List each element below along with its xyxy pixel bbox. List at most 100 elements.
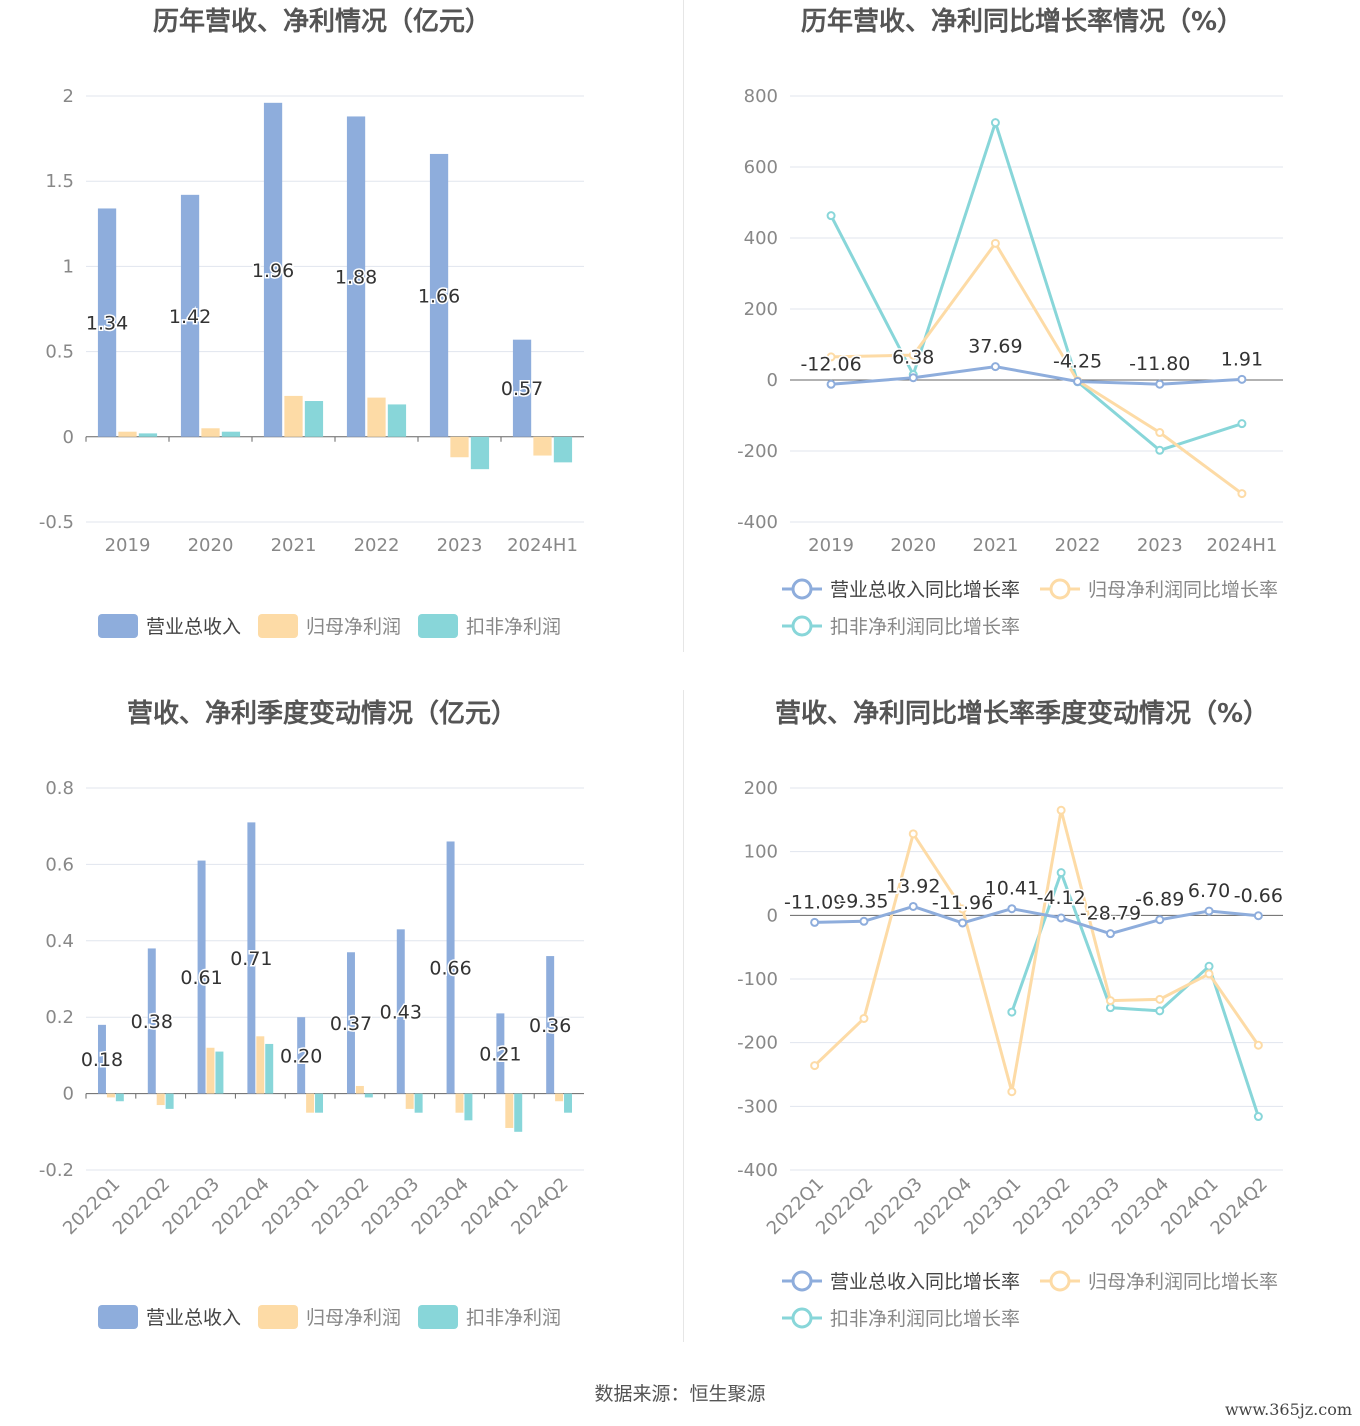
series-line-revenue-growth <box>830 365 1243 386</box>
legend: 营业总收入 归母净利润 扣非净利润 <box>98 1305 561 1329</box>
bar-revenue <box>263 102 283 437</box>
bar-parent-net-profit <box>555 1093 564 1102</box>
legend-swatch <box>418 1305 458 1329</box>
bar-deducted-net-profit <box>221 431 241 437</box>
data-label: 1.34 <box>86 313 128 335</box>
data-label: 6.70 <box>1188 880 1230 902</box>
bar-revenue <box>396 929 405 1094</box>
chart-2: 历年营收、净利同比增长率情况（%） 800 600 400 200 0 -200 -400 20… <box>737 6 1283 638</box>
data-label: -12.06 <box>800 353 861 375</box>
bar-deducted-net-profit <box>553 436 573 463</box>
data-label: 37.69 <box>968 336 1022 358</box>
data-label: 0.38 <box>131 1011 173 1033</box>
data-label: -0.66 <box>1234 885 1283 907</box>
x-tick-label: 2019 <box>105 535 151 556</box>
y-tick-label: 200 <box>744 299 778 320</box>
data-point <box>1056 868 1066 878</box>
data-point <box>1253 1112 1263 1122</box>
data-label: 0.20 <box>280 1045 322 1067</box>
data-point <box>826 211 836 221</box>
x-tick-label: 2024H1 <box>507 535 578 556</box>
data-label: 0.21 <box>479 1043 521 1065</box>
bar-deducted-net-profit <box>165 1093 174 1109</box>
y-tick-label: 100 <box>744 842 778 863</box>
y-tick-label: 2 <box>63 86 74 107</box>
data-label: 13.92 <box>886 875 940 897</box>
y-tick-label: -400 <box>737 512 778 533</box>
data-point <box>810 917 820 927</box>
data-point <box>1073 377 1083 387</box>
legend-label: 归母净利润 <box>306 1307 401 1329</box>
bar-deducted-net-profit <box>464 1093 473 1121</box>
bar-parent-net-profit <box>156 1093 165 1106</box>
x-tick-label: 2022 <box>354 535 400 556</box>
data-point <box>958 918 968 928</box>
y-tick-label: 0.5 <box>45 342 74 363</box>
data-label: -4.12 <box>1037 887 1086 909</box>
bar-revenue <box>346 952 355 1094</box>
data-point <box>826 352 836 362</box>
data-point <box>1007 1007 1017 1017</box>
bar-revenue <box>197 860 206 1094</box>
bar-revenue <box>247 822 256 1094</box>
bar-deducted-net-profit <box>304 401 324 437</box>
data-point <box>990 238 1000 248</box>
legend: 营业总收入 归母净利润 扣非净利润 <box>98 614 561 638</box>
data-label: -11.96 <box>932 892 993 914</box>
bar-deducted-net-profit <box>564 1093 573 1113</box>
x-tick-label: 2023 <box>437 535 483 556</box>
bar-parent-net-profit <box>118 431 137 437</box>
data-label: 1.88 <box>335 267 377 289</box>
bar-revenue <box>546 956 555 1094</box>
legend-swatch <box>258 1305 298 1329</box>
y-tick-label: 0 <box>63 1084 74 1105</box>
data-label: 0.43 <box>380 1001 422 1023</box>
data-point <box>908 829 918 839</box>
legend-label: 归母净利润同比增长率 <box>1088 1271 1278 1293</box>
legend-label: 扣非净利润 <box>466 1307 561 1329</box>
y-tick-label: 1 <box>63 256 74 277</box>
y-tick-label: -100 <box>737 969 778 990</box>
legend-label: 营业总收入 <box>146 616 241 638</box>
series-line-deducted-profit-growth <box>1010 868 1260 1117</box>
bar-parent-net-profit <box>533 436 552 456</box>
bar-revenue <box>97 208 117 437</box>
vertical-divider-top <box>683 0 684 652</box>
y-tick-label: 400 <box>744 228 778 249</box>
data-label: -6.89 <box>1135 889 1184 911</box>
bar-deducted-net-profit <box>514 1093 523 1132</box>
x-tick-label: 2022 <box>1055 535 1101 556</box>
data-point <box>1237 419 1247 429</box>
data-point <box>859 1013 869 1023</box>
data-point <box>1155 428 1165 438</box>
bar-revenue <box>297 1017 306 1094</box>
bar-revenue <box>147 948 156 1094</box>
vertical-divider-bottom <box>683 690 684 1342</box>
bar-deducted-net-profit <box>215 1051 224 1094</box>
chart-title: 营收、净利季度变动情况（亿元） <box>127 698 517 729</box>
bar-parent-net-profit <box>256 1036 265 1094</box>
chart-1: 历年营收、净利情况（亿元） 2 1.5 1 0.5 0 -0.5 2019 2020 2021 20… <box>39 6 584 638</box>
data-label: 0.36 <box>529 1015 571 1037</box>
x-tick-label: 2021 <box>973 535 1019 556</box>
chart-4: 营收、净利同比增长率季度变动情况（%） 200 100 0 -100 -200 -300 -4… <box>737 698 1284 1330</box>
data-label: 0.57 <box>501 378 543 400</box>
y-tick-label: 0 <box>767 905 778 926</box>
y-tick-label: 1.5 <box>45 171 74 192</box>
data-point <box>1253 911 1263 921</box>
bar-parent-net-profit <box>206 1047 215 1094</box>
x-tick-label: 2020 <box>188 535 234 556</box>
data-point <box>826 379 836 389</box>
data-point <box>1237 489 1247 499</box>
data-point <box>1007 1087 1017 1097</box>
data-label: 1.91 <box>1221 348 1263 370</box>
data-label: 0.37 <box>330 1013 372 1035</box>
bar-parent-net-profit <box>355 1085 364 1094</box>
bar-parent-net-profit <box>450 436 469 458</box>
chart-title: 历年营收、净利情况（亿元） <box>153 6 491 37</box>
data-label: -4.25 <box>1053 351 1102 373</box>
y-tick-label: 800 <box>744 86 778 107</box>
data-label: 6.38 <box>892 347 934 369</box>
legend-label: 扣非净利润同比增长率 <box>830 616 1020 638</box>
